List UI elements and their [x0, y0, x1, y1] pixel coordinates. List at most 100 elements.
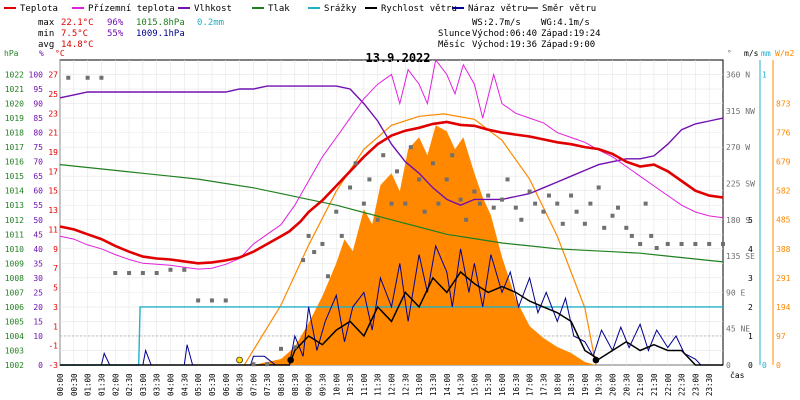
temperature-tick-label: 9 — [53, 245, 58, 254]
wind-direction-point — [500, 197, 504, 202]
x-tick-label: 21:30 — [650, 373, 659, 396]
wind-direction-point — [616, 205, 621, 210]
wind-direction-point — [629, 233, 634, 238]
wind-tick-label: 5 — [748, 216, 753, 225]
x-tick-label: 14:30 — [457, 373, 466, 396]
temperature-tick-label: 13 — [48, 206, 58, 215]
x-tick-label: 23:30 — [705, 373, 714, 396]
rain-tick-label: 0 — [762, 361, 767, 370]
wind-direction-point — [339, 233, 344, 238]
wind-direction-point — [209, 298, 214, 303]
wind-direction-point — [168, 267, 173, 272]
solar-tick-label: 194 — [776, 303, 791, 312]
temperature-tick-label: -3 — [48, 361, 58, 370]
wind-direction-point — [654, 246, 659, 251]
wind-direction-point — [301, 258, 306, 263]
wind-direction-point — [320, 241, 325, 246]
x-tick-label: 13:30 — [429, 373, 438, 396]
wind-direction-point — [312, 250, 317, 255]
calm-marker — [236, 356, 243, 364]
legend-label: Rychlost větru — [381, 4, 457, 14]
humidity-tick-label: 40 — [33, 245, 43, 254]
wind-direction-point — [546, 193, 551, 198]
wind-direction-point — [450, 153, 455, 158]
stats-min-temp: 7.5°C — [61, 29, 88, 39]
wind-direction-point — [582, 221, 587, 226]
chart-title: 13.9.2022 — [365, 51, 430, 65]
solar-tick-label: 485 — [776, 216, 791, 225]
x-tick-label: 15:00 — [470, 373, 479, 396]
wind-direction-point — [353, 161, 358, 166]
wind-direction-point — [458, 197, 463, 202]
direction-tick-label: 90 E — [726, 288, 745, 297]
wind-tick-label: 0 — [748, 361, 753, 370]
x-tick-label: 10:00 — [332, 373, 341, 396]
wind-direction-point — [638, 241, 643, 246]
pressure-tick-label: 1009 — [5, 259, 24, 268]
wind-direction-point — [279, 346, 283, 351]
solar-tick-label: 388 — [776, 245, 791, 254]
wind-direction-point — [513, 205, 518, 210]
series-wind-speed — [60, 270, 723, 366]
temperature-tick-label: 27 — [48, 71, 58, 80]
wind-direction-point — [417, 177, 422, 182]
x-tick-label: 16:30 — [512, 373, 521, 396]
wind-direction-point — [574, 209, 579, 214]
series-pressure — [59, 164, 724, 263]
wind-direction-point — [610, 213, 615, 218]
wind-direction-point — [624, 225, 629, 230]
moon-label: Měsíc — [438, 40, 465, 50]
pressure-tick-label: 1021 — [5, 85, 24, 94]
wind-direction-point — [588, 201, 593, 206]
wind-direction-point — [361, 201, 366, 206]
series-ground-temp — [59, 58, 724, 270]
stats-block: max 22.1°C 96% 1015.8hPa 0.2mm min 7.5°C… — [38, 18, 224, 50]
solar-tick-label: 0 — [776, 361, 781, 370]
x-tick-label: 17:00 — [526, 373, 535, 396]
series-layer — [59, 58, 725, 367]
humidity-tick-label: 30 — [33, 274, 43, 283]
wind-direction-point — [334, 209, 339, 214]
wind-tick-label: 3 — [748, 274, 753, 283]
x-tick-label: 20:30 — [622, 373, 631, 396]
x-tick-label: 22:30 — [678, 373, 687, 396]
direction-tick-label: 360 N — [726, 71, 750, 80]
wind-direction-point — [113, 271, 118, 276]
temperature-tick-label: 5 — [53, 284, 58, 293]
x-tick-label: 01:30 — [97, 373, 106, 396]
x-tick-label: 13:00 — [415, 373, 424, 396]
x-tick-label: 23:00 — [691, 373, 700, 396]
x-tick-label: 05:00 — [194, 373, 203, 396]
stats-max-temp: 22.1°C — [61, 18, 94, 28]
humidity-tick-label: 45 — [33, 230, 43, 239]
x-tick-label: 11:00 — [360, 373, 369, 396]
wind-direction-point — [649, 233, 654, 238]
pressure-tick-label: 1022 — [5, 71, 24, 80]
temperature-tick-label: 1 — [53, 322, 58, 331]
wind-direction-point — [721, 241, 725, 246]
x-tick-label: 19:30 — [595, 373, 604, 396]
stats-max-label: max — [38, 18, 55, 28]
axis-units: hPa % °C ° m/s mm W/m2 čas — [4, 49, 794, 380]
stats-min-hum: 55% — [107, 29, 124, 39]
wind-direction-point — [541, 209, 546, 214]
unit-mm: mm — [761, 49, 771, 58]
direction-tick-label: 270 W — [726, 143, 750, 152]
rain-tick-label: 1 — [762, 71, 767, 80]
series-humidity — [59, 85, 724, 206]
x-axis: 00:00 00:30 01:00 01:30 02:00 02:30 03:00 03:30… — [56, 373, 714, 396]
series-theoretical-radiation — [243, 113, 597, 366]
unit-ms: m/s — [744, 49, 759, 58]
x-tick-label: 08:00 — [277, 373, 286, 396]
wind-direction-point — [367, 177, 372, 182]
humidity-tick-label: 10 — [33, 332, 43, 341]
direction-tick-label: 315 NW — [726, 107, 755, 116]
wind-direction-point — [602, 225, 607, 230]
wind-direction-point — [196, 298, 201, 303]
solar-tick-label: 776 — [776, 129, 791, 138]
wind-direction-point — [292, 345, 297, 350]
x-tick-label: 07:00 — [249, 373, 258, 396]
wind-direction-point — [403, 201, 408, 206]
pressure-tick-label: 1004 — [5, 332, 24, 341]
solar-tick-label: 679 — [776, 158, 791, 167]
